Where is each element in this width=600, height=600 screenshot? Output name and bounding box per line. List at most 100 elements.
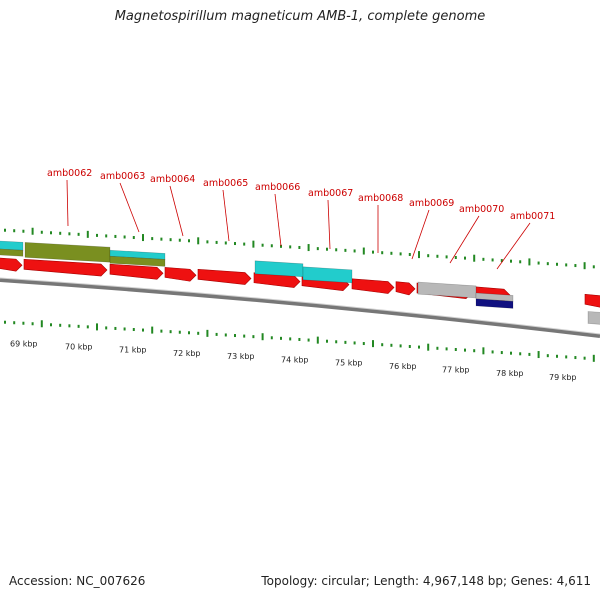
tick-mark — [77, 232, 80, 236]
gene-label[interactable]: amb0071 — [510, 211, 555, 222]
tick-mark — [307, 338, 310, 342]
gene-label[interactable]: amb0067 — [308, 188, 353, 199]
tick-mark — [298, 337, 301, 341]
gene-label[interactable]: amb0069 — [409, 198, 454, 209]
tick-mark — [381, 251, 384, 255]
kbp-label: 79 kbp — [549, 373, 577, 382]
tick-mark — [592, 265, 595, 269]
tick-mark — [519, 260, 522, 264]
gene-label[interactable]: amb0070 — [459, 204, 504, 215]
tick-mark — [362, 247, 365, 255]
tick-mark — [234, 334, 236, 338]
tick-mark — [50, 323, 52, 327]
tick-mark — [500, 351, 503, 355]
tick-mark — [583, 262, 586, 270]
cds-arrow[interactable] — [584, 293, 600, 308]
cds-arrow[interactable] — [0, 257, 23, 272]
cyan-feature[interactable] — [0, 240, 24, 251]
tick-mark — [160, 329, 163, 333]
tick-mark — [381, 343, 384, 347]
tick-mark — [234, 242, 236, 246]
navy-feature[interactable] — [475, 298, 514, 309]
kbp-label: 76 kbp — [389, 362, 417, 371]
tick-mark — [31, 227, 34, 235]
gene-label[interactable]: amb0062 — [47, 168, 92, 179]
grey-feature[interactable] — [417, 281, 477, 299]
olive-feature[interactable] — [0, 248, 24, 257]
tick-mark — [445, 347, 448, 351]
gene-label[interactable]: amb0066 — [255, 182, 300, 193]
tick-mark — [22, 321, 25, 325]
tick-mark — [123, 327, 126, 331]
olive-feature[interactable] — [24, 242, 111, 263]
cds-arrow[interactable] — [109, 263, 164, 280]
tick-mark — [546, 262, 549, 266]
tick-mark — [390, 251, 393, 255]
cyan-feature[interactable] — [302, 266, 353, 284]
cds-arrow[interactable] — [197, 269, 252, 285]
label-leader-line — [496, 222, 531, 270]
tick-mark — [280, 244, 282, 248]
tick-mark — [132, 328, 135, 332]
tick-mark — [556, 354, 558, 358]
tick-mark — [142, 328, 144, 332]
accession-label: Accession: NC_007626 — [9, 574, 146, 588]
tick-mark — [519, 352, 522, 356]
tick-mark — [40, 320, 43, 328]
tick-mark — [86, 325, 89, 329]
tick-mark — [206, 329, 209, 337]
tick-mark — [399, 344, 402, 348]
label-leader-line — [169, 185, 184, 237]
tick-mark — [123, 235, 126, 239]
tick-mark — [224, 241, 227, 245]
tick-mark — [436, 346, 439, 350]
grey-feature[interactable] — [475, 292, 514, 302]
tick-mark — [142, 234, 144, 242]
label-leader-line — [66, 179, 69, 227]
tick-mark — [252, 335, 255, 339]
tick-mark — [418, 345, 420, 349]
tick-mark — [445, 255, 448, 259]
tick-mark — [59, 231, 62, 235]
backbone-track — [0, 277, 600, 338]
grey-feature[interactable] — [587, 311, 600, 325]
tick-mark — [408, 344, 411, 348]
topology-label: Topology: circular; Length: 4,967,148 bp… — [261, 574, 591, 588]
backbone-line — [0, 278, 600, 338]
tick-mark — [510, 351, 512, 355]
gene-label[interactable]: amb0068 — [358, 193, 403, 204]
tick-mark — [546, 354, 549, 358]
olive-feature[interactable] — [109, 255, 166, 267]
tick-mark — [188, 331, 190, 335]
tick-mark — [270, 244, 273, 248]
cds-arrow[interactable] — [395, 281, 416, 296]
kbp-label: 77 kbp — [442, 366, 470, 375]
gene-label[interactable]: amb0064 — [150, 174, 195, 185]
tick-mark — [390, 343, 393, 347]
tick-mark — [491, 350, 494, 354]
tick-mark — [261, 243, 264, 247]
gene-label[interactable]: amb0065 — [203, 178, 248, 189]
cds-arrow[interactable] — [164, 267, 197, 282]
tick-mark — [372, 340, 374, 348]
label-leader-line — [119, 182, 140, 233]
tick-mark — [151, 237, 154, 241]
tick-mark — [418, 251, 420, 259]
kbp-label: 70 kbp — [65, 342, 93, 351]
inner-tick-track — [4, 320, 595, 362]
gene-label[interactable]: amb0063 — [100, 171, 145, 182]
cyan-feature[interactable] — [254, 260, 304, 278]
tick-mark — [261, 333, 264, 341]
tick-mark — [178, 330, 181, 334]
tick-mark — [326, 339, 328, 343]
cds-arrow[interactable] — [23, 259, 108, 277]
tick-mark — [537, 351, 540, 359]
tick-mark — [289, 337, 292, 341]
tick-mark — [215, 332, 218, 336]
tick-mark — [565, 355, 568, 359]
cds-arrow[interactable] — [351, 278, 395, 294]
tick-mark — [335, 340, 338, 344]
tick-mark — [556, 262, 558, 266]
kbp-label: 75 kbp — [335, 359, 363, 368]
